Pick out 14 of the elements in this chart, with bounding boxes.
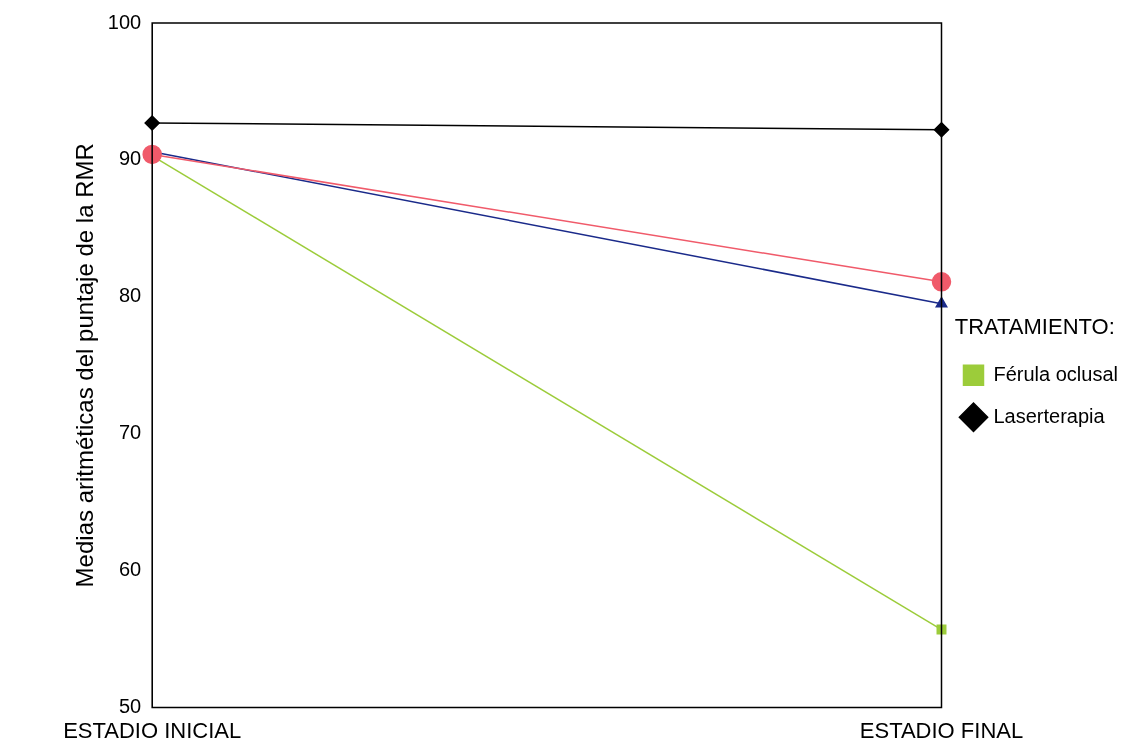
point: [931, 272, 952, 292]
y-tick-label: 80: [118, 284, 142, 307]
y-tick-label: 70: [118, 421, 142, 444]
x-tick-label: ESTADIO FINAL: [859, 717, 1024, 743]
x-tick-label: ESTADIO INICIAL: [63, 717, 242, 743]
y-axis-title: Medias aritméticas del puntaje de la RMR: [71, 143, 99, 588]
point: [142, 144, 162, 165]
y-tick-label: 90: [118, 147, 142, 170]
legend-label: Laserterapia: [993, 404, 1106, 427]
y-tick-label: 50: [118, 695, 142, 718]
legend-title: TRATAMIENTO:: [954, 313, 1115, 339]
y-tick-label: 60: [118, 558, 142, 581]
y-tick-label: 100: [107, 10, 142, 33]
legend-label: Férula oclusal: [993, 362, 1119, 385]
